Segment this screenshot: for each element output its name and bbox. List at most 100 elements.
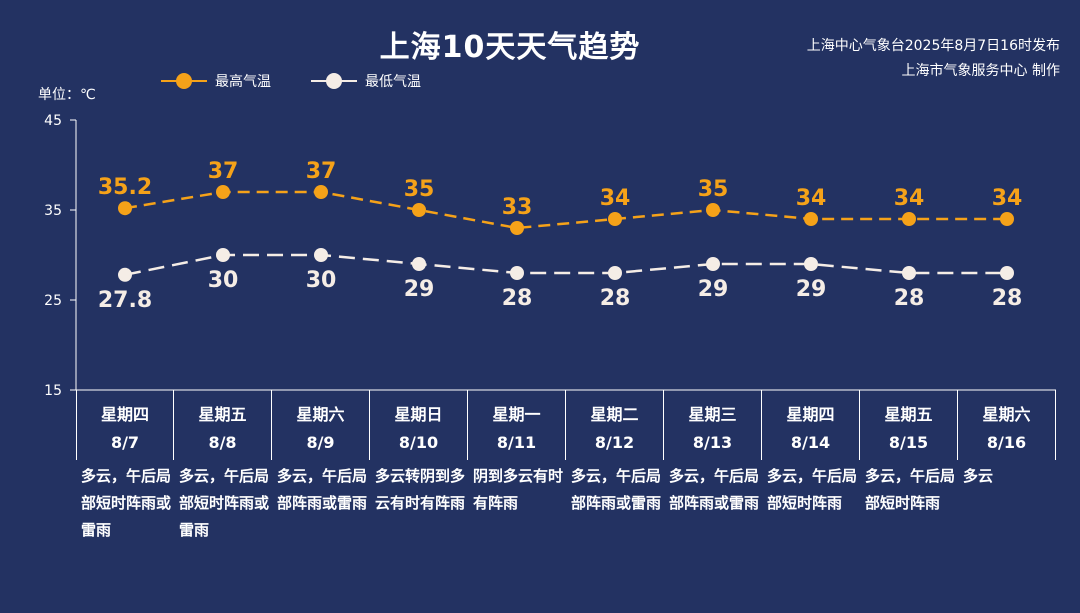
source-info: 上海中心气象台2025年8月7日16时发布 上海市气象服务中心 制作 — [807, 34, 1060, 84]
date-label: 8/12 — [594, 433, 635, 452]
low-temp-point — [608, 266, 622, 280]
low-temp-point — [216, 248, 230, 262]
weekday-label: 星期五 — [198, 405, 247, 424]
weekday-label: 星期六 — [296, 405, 345, 424]
high-temp-label: 34 — [796, 186, 827, 211]
weekday-label: 星期一 — [492, 405, 541, 424]
weather-description: 多云 — [963, 467, 994, 485]
day-header: 星期四 8/7 — [76, 390, 174, 460]
low-temp-label: 28 — [600, 286, 631, 311]
date-label: 8/14 — [790, 433, 831, 452]
weather-description: 多云，午后局部短时阵雨或雷雨 — [81, 467, 172, 539]
low-temp-point — [706, 257, 720, 271]
date-label: 8/11 — [496, 433, 537, 452]
weekday-label: 星期日 — [394, 405, 443, 424]
legend-label-low: 最低气温 — [365, 74, 421, 90]
high-temp-line — [124, 190, 1007, 230]
high-temp-point — [118, 201, 132, 216]
y-tick-label: 25 — [44, 293, 62, 309]
weekday-label: 星期五 — [884, 405, 933, 424]
high-temp-label: 35 — [404, 177, 435, 202]
low-temp-point — [510, 266, 524, 280]
weather-description: 阴到多云有时有阵雨 — [473, 467, 564, 512]
weekday-label: 星期三 — [688, 405, 737, 424]
low-temp-label: 30 — [208, 268, 239, 293]
day-header: 星期六 8/16 — [958, 390, 1056, 460]
day-column: 星期四 8/7 多云，午后局部短时阵雨或雷雨 — [76, 390, 174, 544]
day-header: 星期三 8/13 — [664, 390, 762, 460]
low-temp-point — [902, 266, 916, 280]
weekday-label: 星期四 — [100, 405, 149, 424]
date-label: 8/8 — [208, 433, 237, 452]
legend-item-low: 最低气温 — [311, 71, 421, 91]
day-column: 星期六 8/9 多云，午后局部阵雨或雷雨 — [272, 390, 370, 544]
high-temp-point — [510, 221, 524, 235]
high-temp-point — [706, 203, 720, 217]
high-temp-label: 35 — [698, 177, 729, 202]
page-title: 上海10天天气趋势 — [379, 30, 641, 65]
high-temp-point — [412, 203, 426, 217]
day-column: 星期二 8/12 多云，午后局部阵雨或雷雨 — [566, 390, 664, 544]
legend-marker-low — [311, 72, 357, 90]
low-temp-point — [1000, 266, 1014, 280]
day-column: 星期六 8/16 多云 — [958, 390, 1056, 544]
low-temp-label: 28 — [502, 286, 533, 311]
low-temp-label: 30 — [306, 268, 337, 293]
legend-label-high: 最高气温 — [215, 74, 271, 90]
weather-description: 多云，午后局部短时阵雨 — [865, 467, 956, 512]
day-header: 星期五 8/8 — [174, 390, 272, 460]
high-temp-label: 34 — [600, 186, 631, 211]
low-temp-label: 28 — [894, 286, 925, 311]
low-temp-point — [118, 267, 132, 282]
y-tick-label: 15 — [44, 383, 62, 399]
weather-description: 多云，午后局部阵雨或雷雨 — [277, 467, 368, 512]
day-header: 星期六 8/9 — [272, 390, 370, 460]
date-label: 8/13 — [692, 433, 733, 452]
high-temp-point — [608, 212, 622, 226]
y-axis-unit: 单位：℃ — [38, 87, 96, 103]
weather-description: 多云，午后局部阵雨或雷雨 — [571, 467, 662, 512]
day-header: 星期日 8/10 — [370, 390, 468, 460]
weekday-label: 星期二 — [590, 405, 639, 424]
low-temp-point — [804, 257, 818, 271]
day-column: 星期一 8/11 阴到多云有时有阵雨 — [468, 390, 566, 544]
low-temp-point — [412, 257, 426, 271]
low-temp-line — [124, 253, 1007, 277]
high-temp-point — [804, 212, 818, 226]
day-column: 星期日 8/10 多云转阴到多云有时有阵雨 — [370, 390, 468, 544]
weather-description: 多云，午后局部短时阵雨或雷雨 — [179, 467, 270, 539]
y-tick-label: 45 — [44, 113, 62, 129]
day-column: 星期三 8/13 多云，午后局部阵雨或雷雨 — [664, 390, 762, 544]
weekday-label: 星期六 — [982, 405, 1031, 424]
high-temp-point — [1000, 212, 1014, 226]
high-temp-label: 34 — [992, 186, 1023, 211]
day-column: 星期五 8/15 多云，午后局部短时阵雨 — [860, 390, 958, 544]
high-temp-label: 35.2 — [98, 175, 152, 200]
weather-description: 多云，午后局部阵雨或雷雨 — [669, 467, 760, 512]
day-columns: 星期四 8/7 多云，午后局部短时阵雨或雷雨 星期五 8/8 多云，午后局部短时阵雨或雷雨… — [76, 390, 1056, 544]
high-temp-point — [314, 185, 328, 199]
issuer-line: 上海中心气象台2025年8月7日16时发布 — [806, 38, 1060, 54]
high-temp-label: 37 — [208, 159, 239, 184]
low-temp-label: 29 — [404, 277, 435, 302]
legend-marker-high — [161, 72, 207, 90]
y-tick-label: 35 — [44, 203, 62, 219]
day-column: 星期四 8/14 多云，午后局部短时阵雨 — [762, 390, 860, 544]
low-temp-point — [314, 248, 328, 262]
date-label: 8/10 — [398, 433, 439, 452]
date-label: 8/15 — [888, 433, 929, 452]
high-temp-label: 37 — [306, 159, 337, 184]
high-temp-label: 33 — [502, 195, 533, 220]
producer-line: 上海市气象服务中心 制作 — [901, 63, 1060, 79]
weather-description: 多云，午后局部短时阵雨 — [767, 467, 858, 512]
high-temp-point — [216, 185, 230, 199]
low-temp-label: 29 — [698, 277, 729, 302]
weather-description: 多云转阴到多云有时有阵雨 — [375, 467, 466, 512]
high-temp-label: 34 — [894, 186, 925, 211]
day-header: 星期四 8/14 — [762, 390, 860, 460]
date-label: 8/16 — [986, 433, 1027, 452]
day-header: 星期一 8/11 — [468, 390, 566, 460]
high-temp-point — [902, 212, 916, 226]
